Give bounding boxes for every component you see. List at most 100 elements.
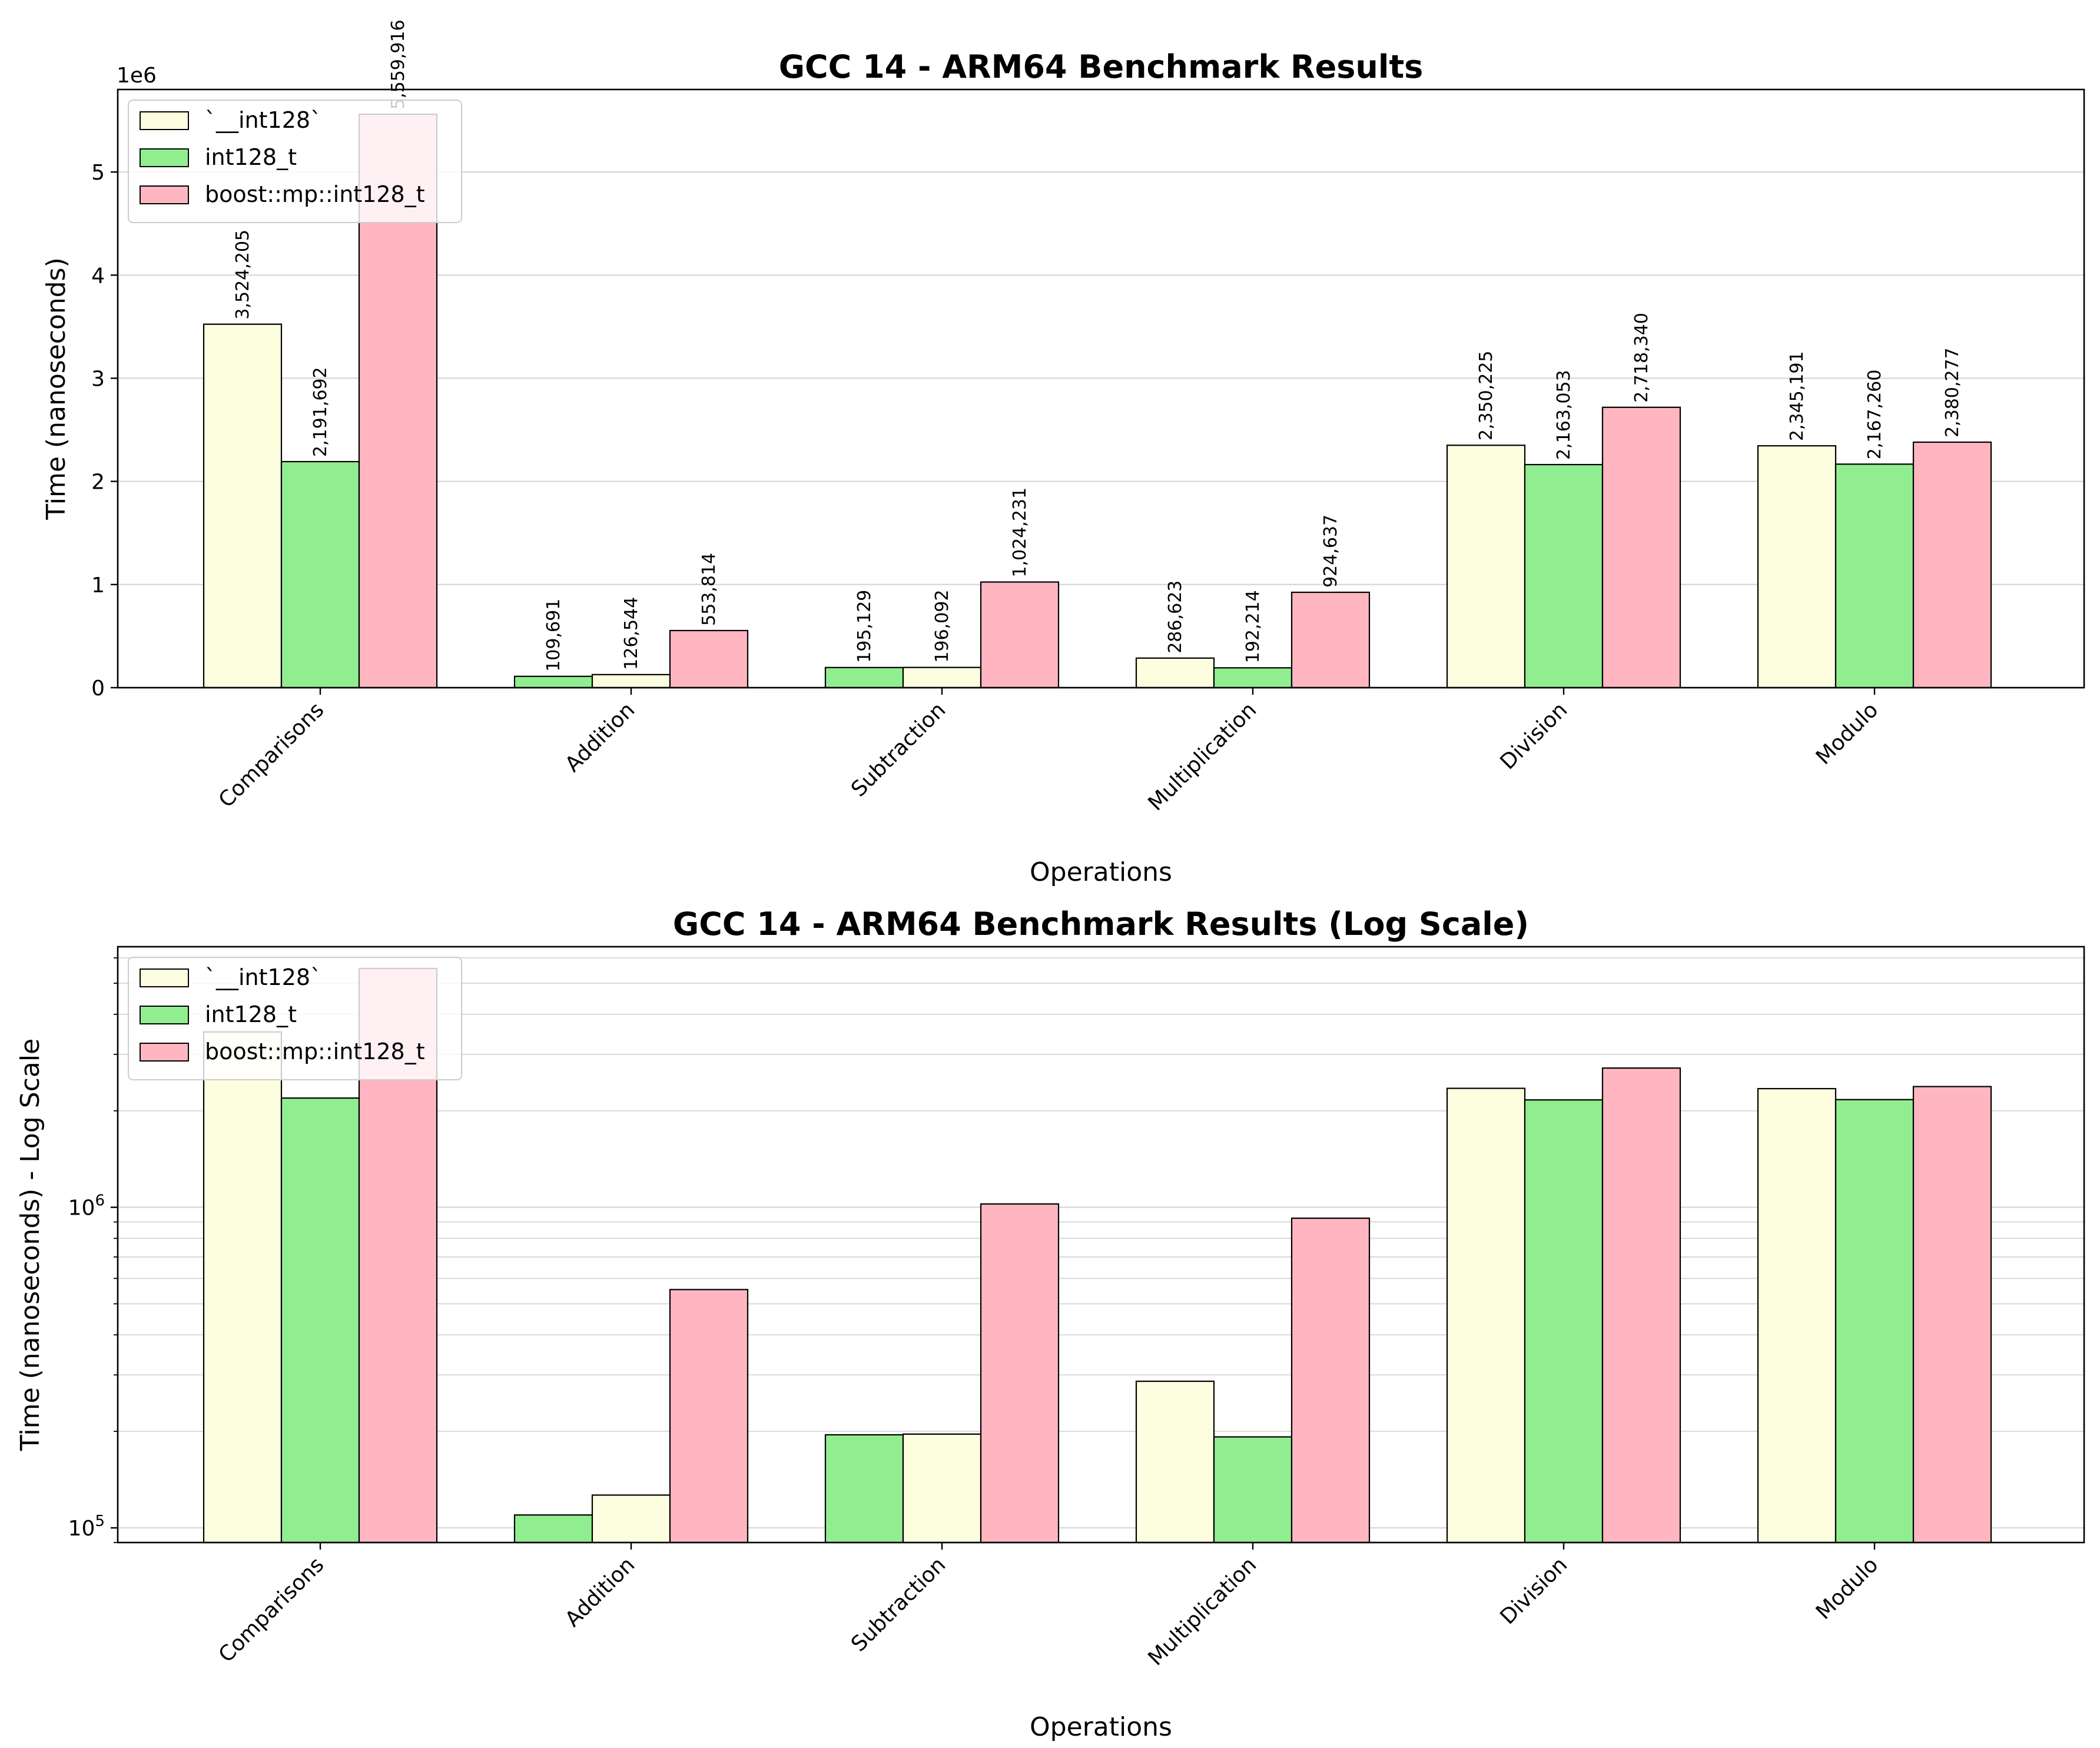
bar-comparisons-0 <box>203 1031 283 1544</box>
data-label: 192,214 <box>1243 590 1263 663</box>
y-offset-text: 1e6 <box>117 64 157 88</box>
bar-addition-0 <box>591 1494 671 1544</box>
bar-modulo-1 <box>1834 463 1915 689</box>
legend-entry: `__int128` <box>205 107 321 133</box>
data-label: 2,163,053 <box>1554 370 1574 460</box>
y-tick-label: 105 <box>68 1512 105 1541</box>
legend-box <box>128 957 462 1080</box>
x-axis-label: Operations <box>1030 1712 1172 1742</box>
data-label: 2,345,191 <box>1787 351 1807 441</box>
data-label: 2,718,340 <box>1631 313 1652 403</box>
legend-swatch <box>140 185 189 204</box>
y-tick-label: 106 <box>68 1192 105 1220</box>
x-tick-label: Division <box>1496 698 1572 774</box>
data-label: 286,623 <box>1165 581 1186 654</box>
log-chart: 105 106 Comparisons Addition Subtraction Mult… <box>15 905 2085 1742</box>
bar-addition-1 <box>513 1514 593 1544</box>
bar-multiplication-1 <box>1213 667 1293 689</box>
bar-comparisons-1 <box>280 1097 360 1544</box>
x-tick-label: Multiplication <box>1143 698 1261 815</box>
chart-title: GCC 14 - ARM64 Benchmark Results (Log Sc… <box>673 905 1529 943</box>
x-tick-label: Multiplication <box>1143 1553 1261 1670</box>
bar-modulo-1 <box>1834 1099 1915 1544</box>
bar-division-1 <box>1524 463 1604 689</box>
legend-swatch <box>140 1043 189 1062</box>
y-tick-label: 0 <box>91 676 105 701</box>
bar-division-2 <box>1601 406 1681 689</box>
bar-multiplication-0 <box>1135 1380 1215 1544</box>
legend-swatch <box>140 111 189 130</box>
data-label: 3,524,205 <box>233 230 253 320</box>
bar-multiplication-1 <box>1213 1436 1293 1544</box>
bar-modulo-0 <box>1757 445 1837 689</box>
bar-multiplication-2 <box>1290 1218 1371 1544</box>
bar-addition-1 <box>513 675 593 689</box>
x-tick-label: Comparisons <box>214 1553 329 1667</box>
bar-multiplication-0 <box>1135 657 1215 689</box>
plot-frame <box>117 88 2085 689</box>
x-tick-label: Subtraction <box>847 1553 950 1656</box>
legend-entry: int128_t <box>205 144 297 170</box>
y-tick-label: 3 <box>91 367 105 391</box>
data-label: 195,129 <box>854 590 875 663</box>
bar-modulo-2 <box>1912 1086 1992 1544</box>
bar-addition-2 <box>669 1289 749 1544</box>
bar-division-1 <box>1524 1099 1604 1544</box>
bar-subtraction-0 <box>902 666 982 689</box>
bar-addition-2 <box>669 629 749 689</box>
legend-swatch <box>140 148 189 167</box>
chart-title: GCC 14 - ARM64 Benchmark Results <box>779 48 1424 85</box>
data-label: 2,350,225 <box>1476 351 1497 441</box>
x-axis-label: Operations <box>1030 857 1172 887</box>
y-tick-label: 5 <box>91 161 105 185</box>
y-axis-label: Time (nanoseconds) <box>41 257 71 520</box>
x-tick-label: Division <box>1496 1553 1572 1629</box>
x-tick-label: Comparisons <box>214 698 329 812</box>
legend-box <box>128 99 462 223</box>
y-tick-label: 2 <box>91 470 105 495</box>
data-label: 2,380,277 <box>1942 347 1963 437</box>
y-tick-label: 4 <box>91 264 105 288</box>
data-label: 2,191,692 <box>310 367 331 457</box>
legend-entry: int128_t <box>205 1001 297 1027</box>
bar-division-0 <box>1446 445 1526 689</box>
bar-comparisons-0 <box>203 323 283 689</box>
plot-frame <box>117 946 2085 1544</box>
x-tick-label: Subtraction <box>847 698 950 801</box>
x-tick-label: Addition <box>560 1553 639 1631</box>
bar-subtraction-1 <box>824 1434 904 1544</box>
data-label: 1,024,231 <box>1010 487 1030 578</box>
bar-subtraction-2 <box>980 581 1060 689</box>
linear-chart: 3,524,205 2,191,692 5,559,916 109,691 126,54… <box>41 19 2085 887</box>
bar-modulo-2 <box>1912 441 1992 689</box>
y-tick-label: 1 <box>91 573 105 598</box>
bar-addition-0 <box>591 674 671 689</box>
bar-division-2 <box>1601 1067 1681 1544</box>
x-tick-label: Modulo <box>1812 698 1883 769</box>
data-label: 5,559,916 <box>388 19 409 110</box>
data-label: 2,167,260 <box>1865 370 1885 460</box>
bar-subtraction-0 <box>902 1433 982 1544</box>
bar-modulo-0 <box>1757 1087 1837 1544</box>
x-tick-label: Addition <box>560 698 639 777</box>
data-label: 553,814 <box>699 553 719 626</box>
data-label: 196,092 <box>932 590 953 663</box>
bar-division-0 <box>1446 1087 1526 1544</box>
bar-subtraction-2 <box>980 1203 1060 1544</box>
bar-comparisons-1 <box>280 460 360 689</box>
data-label: 924,637 <box>1321 515 1341 588</box>
legend-entry: boost::mp::int128_t <box>205 181 425 207</box>
legend-entry: `__int128` <box>205 964 321 990</box>
bar-subtraction-1 <box>824 666 904 689</box>
data-label: 126,544 <box>621 597 642 670</box>
legend-entry: boost::mp::int128_t <box>205 1039 425 1064</box>
x-tick-label: Modulo <box>1812 1553 1883 1624</box>
legend-swatch <box>140 968 189 987</box>
data-label: 109,691 <box>543 599 564 672</box>
legend-swatch <box>140 1006 189 1024</box>
y-axis-label: Time (nanoseconds) - Log Scale <box>15 1039 45 1451</box>
bar-multiplication-2 <box>1290 591 1371 689</box>
